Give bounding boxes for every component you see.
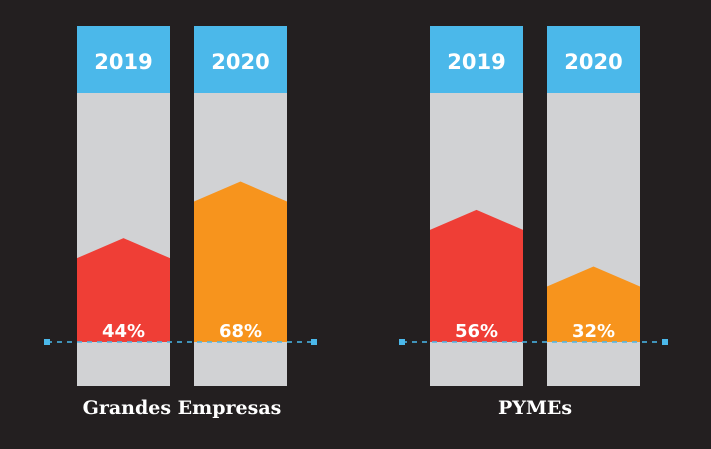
group-label: Grandes Empresas [83,397,282,419]
baseline-endpoint [44,339,50,345]
baseline-endpoint [662,339,668,345]
baseline-endpoint [399,339,405,345]
year-label: 2020 [564,50,622,74]
value-label: 68% [219,321,262,342]
year-header [194,26,287,93]
year-header [77,26,170,93]
value-label: 56% [455,321,498,342]
group-label: PYMEs [498,397,572,419]
value-bar [77,238,170,342]
year-label: 2020 [211,50,269,74]
year-label: 2019 [94,50,152,74]
value-label: 44% [102,321,145,342]
value-bar [194,181,287,342]
value-bar [547,266,640,342]
value-label: 32% [572,321,615,342]
year-label: 2019 [447,50,505,74]
year-header [547,26,640,93]
year-header [430,26,523,93]
value-bar [430,209,523,342]
baseline-endpoint [311,339,317,345]
